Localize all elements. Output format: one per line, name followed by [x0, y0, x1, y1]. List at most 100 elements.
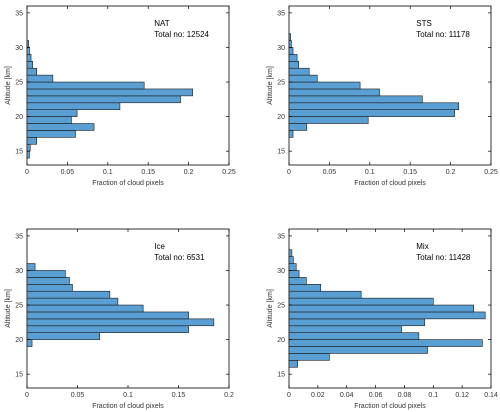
- y-tick-label: 35: [15, 10, 23, 17]
- histogram-bar: [26, 290, 111, 299]
- histogram-bar: [26, 88, 193, 97]
- y-axis-label: Altitude [km]: [267, 66, 274, 105]
- histogram-bar: [288, 74, 318, 83]
- histogram-bar: [288, 311, 486, 320]
- y-tick-label: 15: [15, 149, 23, 156]
- histogram-bar: [26, 143, 31, 152]
- x-tick-label: 0.1: [123, 392, 133, 399]
- histogram-bar: [288, 304, 474, 313]
- x-tick-label: 0: [287, 392, 291, 399]
- histogram-bar: [288, 284, 322, 292]
- x-tick-label: 0.05: [71, 392, 85, 399]
- x-tick-label: 0: [25, 392, 29, 399]
- histogram-bar: [288, 290, 362, 299]
- histogram-bar: [288, 81, 361, 90]
- x-tick-label: 0.1: [428, 392, 438, 399]
- cloud-type-label: Ice: [154, 242, 165, 251]
- x-axis-label: Fraction of cloud pixels: [92, 180, 164, 187]
- histogram-bar: [26, 47, 30, 55]
- y-axis-label: Altitude [km]: [5, 66, 12, 105]
- y-tick-label: 25: [277, 80, 285, 87]
- histogram-bar: [26, 277, 70, 285]
- histogram-bar: [288, 318, 425, 327]
- cloud-type-label: NAT: [154, 19, 170, 28]
- histogram-bar: [26, 325, 189, 333]
- y-tick-label: 20: [277, 114, 285, 121]
- histogram-bar: [288, 33, 291, 41]
- y-axis-label: Altitude [km]: [5, 289, 12, 328]
- chart-panel-4: 0 0.02 0.04 0.06 0.08 0.1 0.12 0.14 15 20 25 30 35 Fr…: [267, 228, 498, 410]
- histogram-bar: [26, 304, 144, 313]
- cloud-type-label: Mix: [416, 242, 428, 251]
- histogram-bar: [288, 332, 420, 340]
- histogram-bar: [288, 102, 459, 110]
- x-tick-label: 0: [25, 169, 29, 176]
- histogram-bar: [288, 270, 300, 278]
- histogram-bar: [288, 123, 308, 131]
- x-tick-label: 0.12: [455, 392, 469, 399]
- histogram-bar: [288, 360, 298, 368]
- histogram-bar: [288, 339, 483, 347]
- histogram-bar: [26, 116, 72, 124]
- histogram-bar: [288, 109, 455, 117]
- y-tick-label: 30: [277, 45, 285, 52]
- x-tick-label: 0.15: [141, 169, 155, 176]
- y-tick-label: 15: [277, 372, 285, 379]
- x-tick-label: 0.02: [311, 392, 325, 399]
- total-count-label: Total no: 11178: [416, 30, 470, 39]
- histogram-bar: [288, 277, 307, 285]
- chart-panel-1: 0 0.05 0.1 0.15 0.2 0.25 15 20 25 30 35 Fraction of…: [5, 5, 236, 187]
- y-tick-label: 15: [277, 149, 285, 156]
- histogram-bar: [26, 263, 36, 271]
- histogram-bar: [26, 109, 78, 117]
- total-count-label: Total no: 6531: [154, 253, 205, 262]
- histogram-bar: [26, 284, 73, 292]
- histogram-bar: [288, 61, 299, 69]
- x-axis-label: Fraction of cloud pixels: [92, 403, 164, 410]
- histogram-bar: [26, 311, 189, 320]
- y-tick-label: 20: [277, 337, 285, 344]
- x-tick-label: 0.04: [340, 392, 354, 399]
- y-tick-label: 25: [15, 303, 23, 310]
- total-count-label: Total no: 12524: [154, 30, 209, 39]
- histogram-bar: [288, 47, 294, 55]
- histogram-bar: [288, 256, 294, 264]
- histogram-bar: [288, 249, 293, 257]
- y-tick-label: 30: [277, 268, 285, 275]
- x-tick-label: 0: [287, 169, 291, 176]
- histogram-bar: [26, 339, 33, 347]
- histogram-bar: [26, 270, 66, 278]
- y-tick-label: 30: [15, 45, 23, 52]
- histogram-bar: [26, 61, 33, 69]
- histogram-bar: [26, 54, 32, 62]
- histogram-bar: [288, 40, 292, 48]
- histogram-bar: [26, 81, 145, 90]
- x-tick-label: 0.2: [184, 169, 194, 176]
- x-tick-label: 0.05: [323, 169, 337, 176]
- y-tick-label: 35: [277, 233, 285, 240]
- y-tick-label: 20: [15, 337, 23, 344]
- y-tick-label: 25: [15, 80, 23, 87]
- x-tick-label: 0.25: [484, 169, 498, 176]
- y-tick-label: 30: [15, 268, 23, 275]
- x-tick-label: 0.2: [224, 392, 234, 399]
- histogram-bar: [26, 130, 76, 138]
- x-tick-label: 0.15: [403, 169, 417, 176]
- histogram-bar: [26, 137, 37, 145]
- histogram-bar: [288, 116, 369, 124]
- x-tick-label: 0.14: [484, 392, 498, 399]
- x-tick-label: 0.1: [365, 169, 375, 176]
- y-axis-label: Altitude [km]: [267, 289, 274, 328]
- histogram-bar: [288, 95, 423, 104]
- x-tick-label: 0.2: [446, 169, 456, 176]
- chart-panel-3: 0 0.05 0.1 0.15 0.2 15 20 25 30 35 Fraction of clo…: [5, 228, 234, 410]
- histogram-bar: [26, 67, 37, 76]
- histogram-bar: [288, 325, 402, 333]
- histogram-bar: [288, 346, 428, 354]
- x-tick-label: 0.15: [172, 392, 186, 399]
- histogram-bar: [288, 130, 294, 138]
- histogram-bar: [288, 297, 434, 306]
- cloud-type-label: STS: [416, 19, 432, 28]
- y-tick-label: 35: [277, 10, 285, 17]
